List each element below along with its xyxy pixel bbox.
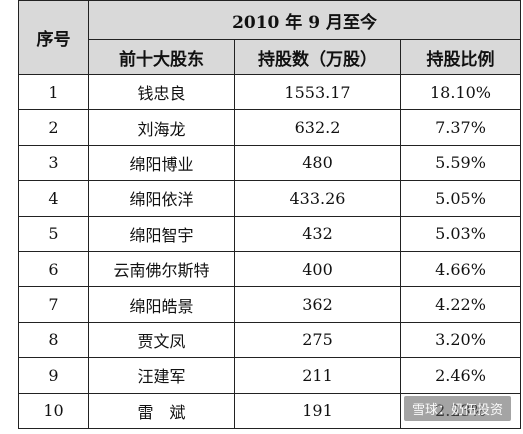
cell-holder: 钱忠良 (88, 73, 235, 111)
cell-ratio: 5.03% (399, 215, 522, 252)
watermark: 雪球：奶伍投资 (404, 396, 512, 421)
cell-shares: 632.2 (234, 109, 401, 146)
cell-seq: 6 (18, 250, 89, 288)
cell-ratio: 5.59% (399, 144, 522, 182)
cell-ratio: 2.46% (399, 357, 522, 394)
cell-shares: 433.26 (234, 180, 401, 217)
cell-shares: 400 (234, 250, 401, 288)
cell-seq: 2 (18, 109, 89, 146)
cell-shares: 480 (234, 144, 401, 182)
table-row: 7 绵阳皓景 362 4.22% (18, 286, 522, 323)
cell-shares: 275 (234, 321, 401, 359)
header-row-top: 序号 2010 年 9 月至今 (18, 0, 522, 75)
table-row: 5 绵阳智宇 432 5.03% (18, 215, 522, 252)
cell-seq: 5 (18, 215, 89, 252)
cell-seq: 3 (18, 144, 89, 182)
cell-seq: 7 (18, 286, 89, 323)
cell-holder: 雷 斌 (88, 392, 235, 429)
cell-ratio: 7.37% (399, 109, 522, 146)
header-period: 2010 年 9 月至今 (87, 0, 522, 40)
cell-shares: 191 (234, 392, 401, 429)
cell-ratio: 4.66% (399, 250, 522, 288)
cell-holder: 云南佛尔斯特 (88, 250, 235, 288)
table-row: 2 刘海龙 632.2 7.37% (18, 109, 522, 146)
shareholder-table: 序号 2010 年 9 月至今 前十大股东 持股数（万股） 持股比例 1 钱忠良 1… (18, 0, 522, 429)
cell-seq: 8 (18, 321, 89, 359)
cell-holder: 绵阳皓景 (88, 286, 235, 323)
cell-ratio: 18.10% (399, 73, 522, 111)
table-row: 1 钱忠良 1553.17 18.10% (18, 73, 522, 111)
table-row: 9 汪建军 211 2.46% (18, 357, 522, 394)
table-row: 8 贾文凤 275 3.20% (18, 321, 522, 359)
cell-shares: 362 (234, 286, 401, 323)
cell-shares: 432 (234, 215, 401, 252)
table-row: 4 绵阳依洋 433.26 5.05% (18, 180, 522, 217)
table-row: 3 绵阳博业 480 5.59% (18, 144, 522, 182)
cell-holder: 绵阳依洋 (88, 180, 235, 217)
cell-shares: 211 (234, 357, 401, 394)
header-row-sub: 前十大股东 持股数（万股） 持股比例 (19, 39, 522, 75)
header-ratio: 持股比例 (399, 39, 522, 75)
header-seq: 序号 (18, 0, 89, 75)
cell-holder: 绵阳博业 (88, 144, 235, 182)
cell-seq: 4 (18, 180, 89, 217)
cell-ratio: 3.20% (399, 321, 522, 359)
cell-seq: 9 (18, 357, 89, 394)
header-shares: 持股数（万股） (234, 39, 401, 75)
cell-holder: 刘海龙 (88, 109, 235, 146)
cell-seq: 10 (18, 392, 89, 429)
cell-holder: 贾文凤 (88, 321, 235, 359)
header-holder: 前十大股东 (88, 39, 235, 75)
cell-holder: 汪建军 (88, 357, 235, 394)
cell-ratio: 4.22% (399, 286, 522, 323)
cell-shares: 1553.17 (234, 73, 401, 111)
cell-holder: 绵阳智宇 (88, 215, 235, 252)
cell-ratio: 5.05% (399, 180, 522, 217)
table-row: 6 云南佛尔斯特 400 4.66% (18, 250, 522, 288)
cell-seq: 1 (18, 73, 89, 111)
